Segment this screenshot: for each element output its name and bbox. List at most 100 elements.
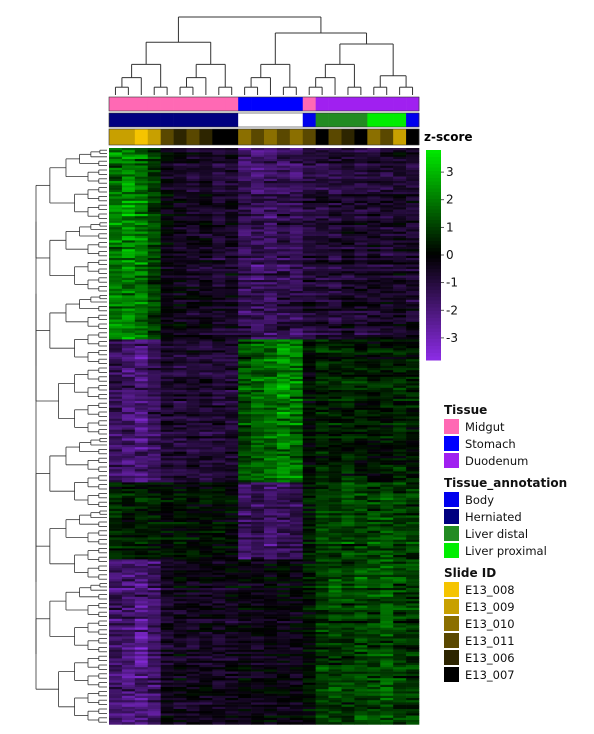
heatmap-cell	[354, 207, 368, 210]
heatmap-cell	[225, 310, 239, 314]
heatmap-cell	[225, 489, 239, 492]
heatmap-cell	[380, 227, 394, 230]
heatmap-cell	[134, 546, 149, 549]
heatmap-cell	[406, 427, 420, 430]
heatmap-cell	[276, 315, 291, 318]
heatmap-cell	[302, 392, 316, 395]
heatmap-cell	[380, 519, 394, 523]
heatmap-cell	[276, 247, 291, 250]
heatmap-cell	[121, 299, 136, 303]
heatmap-cell	[186, 506, 200, 510]
heatmap-cell	[173, 350, 187, 353]
heatmap-cell	[109, 262, 123, 265]
heatmap-cell	[367, 339, 381, 342]
heatmap-cell	[341, 211, 355, 215]
heatmap-cell	[367, 546, 381, 549]
heatmap-cell	[380, 392, 394, 395]
heatmap-cell	[173, 227, 187, 230]
heatmap-cell	[134, 277, 149, 281]
heatmap-cell	[173, 423, 187, 426]
heatmap-cell	[393, 148, 407, 151]
heatmap-cell	[173, 277, 187, 281]
heatmap-cell	[173, 200, 187, 204]
annotation-cell	[393, 113, 407, 127]
heatmap-cell	[173, 513, 187, 516]
annotation-cell	[238, 129, 252, 145]
heatmap-cell	[199, 368, 213, 371]
heatmap-cell	[315, 403, 329, 406]
heatmap-cell	[276, 502, 291, 505]
heatmap-cell	[315, 504, 329, 507]
heatmap-cell	[380, 233, 394, 237]
heatmap-cell	[251, 260, 265, 263]
heatmap-cell	[134, 225, 149, 228]
heatmap-cell	[276, 394, 291, 397]
heatmap-cell	[134, 497, 149, 501]
heatmap-cell	[289, 383, 304, 386]
heatmap-cell	[406, 152, 420, 155]
heatmap-cell	[315, 352, 329, 356]
heatmap-cell	[238, 236, 252, 239]
heatmap-cell	[199, 357, 213, 360]
heatmap-cell	[367, 192, 381, 195]
heatmap-cell	[212, 251, 226, 254]
heatmap-cell	[225, 253, 239, 257]
heatmap-cell	[238, 475, 252, 479]
heatmap-cell	[289, 451, 304, 455]
heatmap-cell	[251, 445, 265, 448]
heatmap-cell	[225, 458, 239, 461]
heatmap-cell	[328, 348, 342, 351]
heatmap-cell	[109, 209, 123, 213]
heatmap-cell	[367, 313, 381, 316]
heatmap-cell	[160, 216, 174, 219]
heatmap-cell	[276, 218, 291, 221]
heatmap-cell	[276, 383, 291, 386]
heatmap-cell	[302, 491, 316, 494]
heatmap-cell	[134, 313, 149, 316]
heatmap-cell	[121, 310, 136, 314]
heatmap-cell	[173, 467, 187, 470]
heatmap-cell	[186, 412, 200, 415]
heatmap-cell	[160, 178, 174, 182]
heatmap-cell	[121, 482, 136, 485]
heatmap-cell	[109, 174, 123, 177]
heatmap-cell	[289, 420, 304, 424]
heatmap-cell	[276, 412, 291, 415]
heatmap-cell	[380, 271, 394, 274]
heatmap-cell	[199, 449, 213, 452]
heatmap-cell	[289, 544, 304, 547]
heatmap-cell	[393, 552, 407, 556]
heatmap-cell	[186, 427, 200, 430]
heatmap-cell	[354, 306, 368, 309]
heatmap-cell	[354, 423, 368, 426]
heatmap-cell	[238, 451, 252, 455]
heatmap-cell	[367, 533, 381, 536]
heatmap-cell	[276, 260, 291, 263]
heatmap-cell	[212, 304, 226, 307]
heatmap-cell	[121, 517, 136, 521]
heatmap-cell	[238, 227, 252, 230]
heatmap-cell	[134, 387, 149, 391]
heatmap-cell	[251, 319, 265, 323]
heatmap-cell	[160, 238, 174, 241]
heatmap-cell	[302, 517, 316, 521]
heatmap-cell	[264, 189, 278, 193]
heatmap-cell	[393, 376, 407, 380]
heatmap-cell	[406, 372, 420, 375]
heatmap-cell	[406, 304, 420, 307]
heatmap-cell	[238, 497, 252, 501]
heatmap-cell	[109, 392, 123, 395]
heatmap-cell	[173, 337, 187, 340]
heatmap-cell	[160, 220, 174, 224]
heatmap-cell	[264, 451, 278, 455]
heatmap-cell	[289, 486, 304, 490]
heatmap-cell	[160, 473, 174, 477]
heatmap-cell	[315, 341, 329, 345]
heatmap-cell	[225, 264, 239, 268]
heatmap-cell	[264, 396, 278, 400]
heatmap-cell	[264, 288, 278, 292]
heatmap-cell	[367, 522, 381, 525]
heatmap-cell	[199, 229, 213, 232]
heatmap-cell	[328, 495, 342, 499]
heatmap-cell	[341, 537, 355, 540]
